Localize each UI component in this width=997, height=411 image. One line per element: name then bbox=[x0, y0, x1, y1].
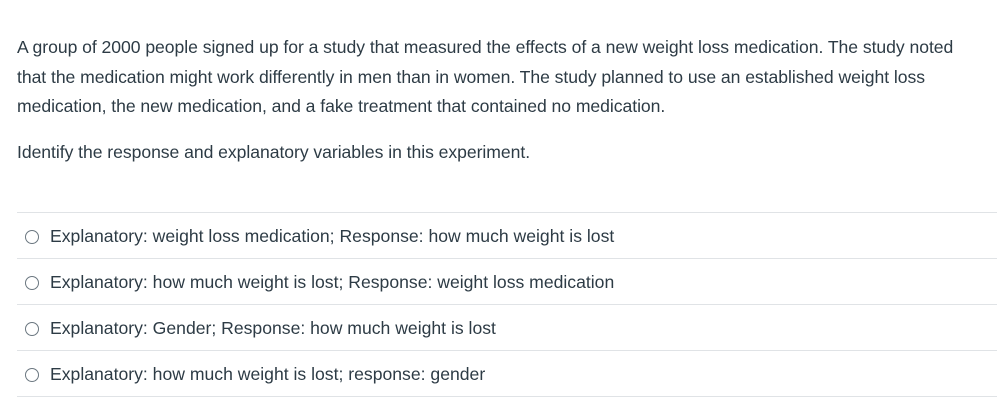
answer-option-2[interactable]: Explanatory: how much weight is lost; Re… bbox=[17, 259, 997, 305]
answer-label[interactable]: Explanatory: Gender; Response: how much … bbox=[50, 318, 496, 338]
radio-button-icon[interactable] bbox=[25, 275, 39, 290]
radio-button-icon[interactable] bbox=[25, 229, 39, 244]
answer-option-4[interactable]: Explanatory: how much weight is lost; re… bbox=[17, 351, 997, 397]
question-prompt: Identify the response and explanatory va… bbox=[17, 141, 531, 162]
question-text: A group of 2000 people signed up for a s… bbox=[17, 33, 982, 167]
answer-label[interactable]: Explanatory: how much weight is lost; re… bbox=[50, 364, 486, 384]
answer-label[interactable]: Explanatory: how much weight is lost; Re… bbox=[50, 272, 615, 292]
answer-list: Explanatory: weight loss medication; Res… bbox=[17, 212, 997, 397]
radio-button-icon[interactable] bbox=[25, 367, 39, 382]
answer-option-1[interactable]: Explanatory: weight loss medication; Res… bbox=[17, 213, 997, 259]
radio-button-icon[interactable] bbox=[25, 321, 39, 336]
answer-option-3[interactable]: Explanatory: Gender; Response: how much … bbox=[17, 305, 997, 351]
question-stem: A group of 2000 people signed up for a s… bbox=[17, 37, 954, 116]
answer-label[interactable]: Explanatory: weight loss medication; Res… bbox=[50, 226, 615, 246]
